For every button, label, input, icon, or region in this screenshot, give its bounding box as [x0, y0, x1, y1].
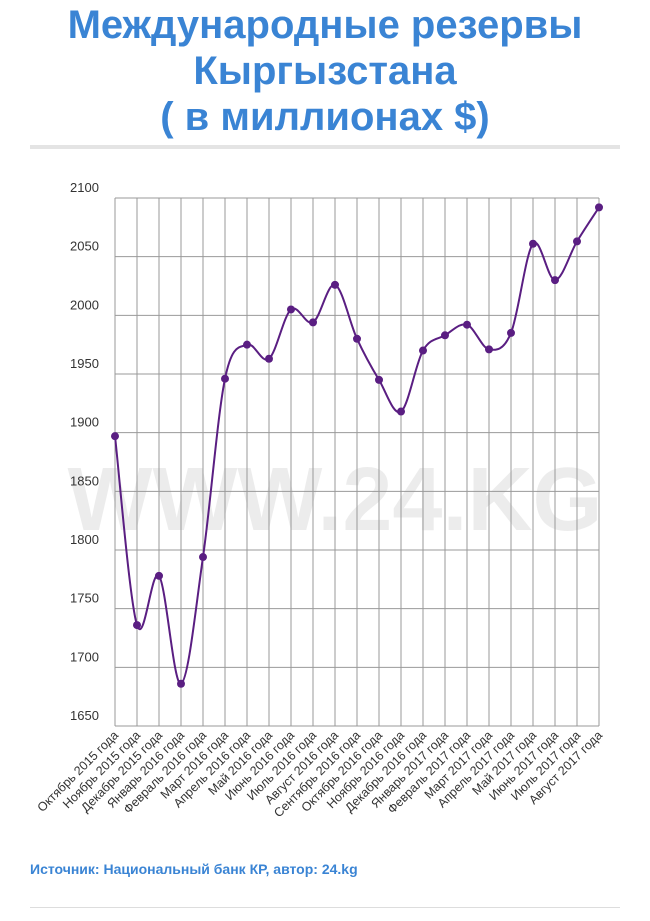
- point: [551, 276, 559, 285]
- point: [309, 318, 317, 327]
- y-tick-label: 1650: [70, 708, 99, 723]
- y-tick-label: 1900: [70, 415, 99, 430]
- point: [419, 346, 427, 355]
- point: [133, 621, 141, 630]
- y-tick-label: 1850: [70, 473, 99, 488]
- point: [243, 340, 251, 349]
- chart-title: Международные резервы: [68, 3, 583, 47]
- point: [441, 331, 449, 340]
- point: [111, 432, 119, 441]
- point: [353, 334, 361, 343]
- chart-title: Кыргызстана: [193, 49, 457, 93]
- y-tick-label: 2000: [70, 297, 99, 312]
- point: [331, 280, 339, 289]
- point: [463, 320, 471, 329]
- separator: [30, 907, 620, 908]
- point: [177, 679, 185, 688]
- y-tick-label: 2100: [70, 180, 99, 195]
- source: Источник: Национальный банк КР, автор: 2…: [30, 861, 358, 877]
- y-tick-label: 1800: [70, 532, 99, 547]
- point: [529, 239, 537, 248]
- point: [199, 553, 207, 562]
- point: [507, 328, 515, 337]
- y-tick-label: 1950: [70, 356, 99, 371]
- point: [375, 375, 383, 384]
- chart-title: ( в миллионах $): [160, 95, 490, 139]
- point: [265, 354, 273, 363]
- y-tick-label: 2050: [70, 239, 99, 254]
- point: [397, 407, 405, 416]
- point: [221, 374, 229, 383]
- point: [573, 237, 581, 246]
- point: [155, 571, 163, 580]
- point: [287, 305, 295, 314]
- y-tick-label: 1750: [70, 591, 99, 606]
- separator: [30, 145, 620, 149]
- point: [485, 345, 493, 354]
- point: [595, 203, 603, 212]
- y-tick-label: 1700: [70, 649, 99, 664]
